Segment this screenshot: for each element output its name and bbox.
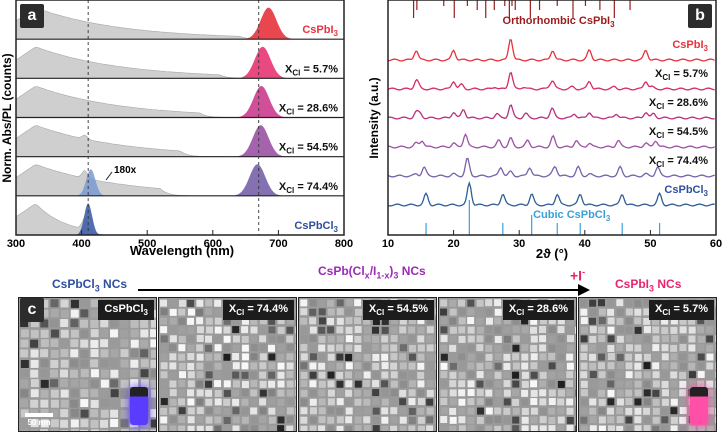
tem-label-2: XCl = 54.5% — [362, 300, 434, 321]
pl-peak-4 — [231, 164, 284, 196]
tem-label-0: CsPbCl3 — [98, 300, 154, 321]
panel-a-xlabel: Wavelength (nm) — [130, 243, 234, 258]
tem-label-3: XCl = 28.6% — [502, 300, 574, 321]
xrd-label-1: XCl = 5.7% — [655, 68, 708, 82]
xrd-trace-4 — [387, 157, 715, 178]
tem-image-3: XCl = 28.6% — [438, 297, 577, 432]
transformation-arrow — [138, 284, 590, 296]
abs-curve-0 — [15, 7, 345, 40]
panel-b-letter: b — [688, 4, 712, 28]
b-tick-50: 50 — [644, 238, 656, 250]
pl-peak-0 — [242, 7, 295, 40]
cubic-ref-label: Cubic CsPbCl3 — [533, 209, 611, 223]
b-tick-30: 30 — [513, 238, 525, 250]
tem-image-1: XCl = 74.4% — [158, 297, 297, 432]
panel-b-ylabel: Intensity (a.u.) — [367, 77, 381, 158]
xrd-label-2: XCl = 28.6% — [649, 97, 708, 111]
pl-peak-1 — [236, 46, 289, 79]
a-tick-700: 700 — [269, 238, 287, 250]
pl-peak-2 — [235, 86, 288, 118]
a-tick-500: 500 — [138, 238, 156, 250]
header-cspbi3: CsPbI3 NCs — [615, 277, 682, 294]
panel-a-letter: a — [20, 4, 44, 28]
b-tick-20: 20 — [447, 238, 459, 250]
tem-label-1: XCl = 74.4% — [222, 300, 294, 321]
header-mixed: CsPb(Clx/I1-x)3 NCs — [318, 264, 426, 281]
a-tick-400: 400 — [72, 238, 90, 250]
a-tick-300: 300 — [7, 238, 25, 250]
xrd-trace-5 — [387, 180, 715, 207]
xrd-label-0: CsPbI3 — [672, 39, 708, 53]
b-tick-60: 60 — [710, 238, 722, 250]
scale-bar: 50 nm — [25, 413, 53, 427]
sample-label-2: XCl = 28.6% — [279, 103, 338, 117]
orth-ref-label: Orthorhombic CsPbI3 — [503, 15, 616, 29]
a-tick-800: 800 — [335, 238, 353, 250]
sample-label-4: XCl = 74.4% — [279, 181, 338, 195]
xrd-label-3: XCl = 54.5% — [649, 126, 708, 140]
tem-image-4: XCl = 5.7% — [578, 297, 717, 432]
xrd-label-5: CsPbCl3 — [664, 184, 708, 198]
xrd-trace-0 — [387, 39, 715, 62]
tem-label-4: XCl = 5.7% — [649, 300, 714, 321]
panel-a-ylabel: Norm. Abs/PL (counts) — [0, 53, 14, 182]
panel-c-letter: c — [20, 298, 44, 322]
sample-label-1: XCl = 5.7% — [285, 63, 338, 77]
pl-peak-3 — [234, 125, 287, 157]
header-cspbcl3: CsPbCl3 NCs — [52, 277, 128, 294]
plus-iodide-label: +I- — [570, 267, 586, 284]
pink-vial-photo — [690, 387, 708, 425]
xrd-trace-1 — [387, 71, 715, 91]
tem-image-0: CsPbCl3 50 nm — [18, 297, 157, 432]
sample-label-0: CsPbI3 — [302, 24, 338, 38]
pl-peak-5 — [61, 203, 115, 235]
panel-b-xlabel: 2ϑ (°) — [536, 246, 568, 261]
xrd-label-4: XCl = 74.4% — [649, 155, 708, 169]
tem-image-2: XCl = 54.5% — [298, 297, 437, 432]
panel-b-chart: Orthorhombic CsPbI3 CsPbI3 XCl = 5.7% XCl =… — [367, 0, 722, 261]
a-tick-600: 600 — [204, 238, 222, 250]
b-tick-40: 40 — [579, 238, 591, 250]
xrd-trace-2 — [387, 104, 715, 120]
xrd-trace-3 — [387, 133, 715, 149]
b-tick-10: 10 — [382, 238, 394, 250]
panel-a-chart: CsPbI3 XCl = 5.7% XCl = 28.6% XCl = 54.5% XC… — [0, 0, 353, 258]
sample-label-5: CsPbCl3 — [294, 220, 338, 234]
annotation-180x: 180x — [114, 165, 137, 176]
sample-label-3: XCl = 54.5% — [279, 142, 338, 156]
blue-vial-photo — [130, 387, 148, 425]
